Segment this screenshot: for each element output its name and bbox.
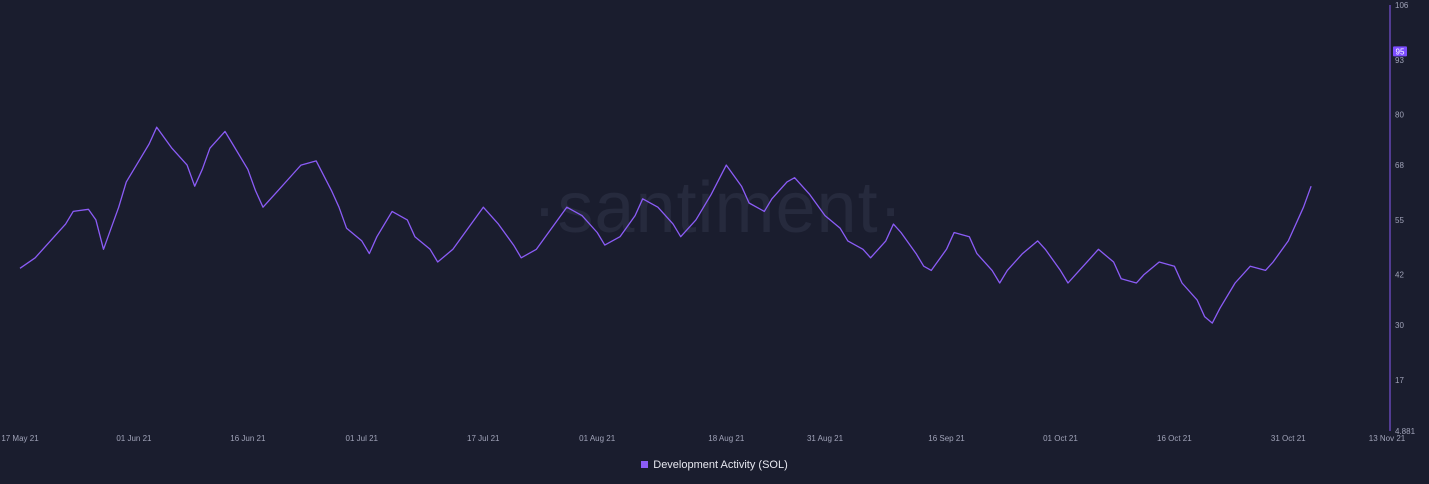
y-tick-label: 106	[1395, 1, 1409, 10]
x-tick-label: 16 Sep 21	[928, 434, 965, 443]
series-line-development-activity	[19, 126, 1312, 324]
x-tick-label: 16 Jun 21	[230, 434, 266, 443]
x-tick-label: 18 Aug 21	[708, 434, 745, 443]
x-tick-label: 31 Aug 21	[807, 434, 844, 443]
x-tick-label: 01 Jul 21	[346, 434, 379, 443]
y-tick-label: 4.881	[1395, 427, 1416, 436]
y-tick-label: 55	[1395, 216, 1404, 225]
series-layer	[19, 126, 1312, 324]
x-tick-label: 17 Jul 21	[467, 434, 500, 443]
current-value-badge-bg	[1393, 46, 1407, 57]
x-tick-label: 01 Aug 21	[579, 434, 616, 443]
x-tick-label: 13 Nov 21	[1369, 434, 1406, 443]
x-tick-label: 01 Oct 21	[1043, 434, 1078, 443]
x-tick-label: 31 Oct 21	[1271, 434, 1306, 443]
current-value-badge: 95	[1393, 46, 1407, 57]
y-tick-label: 68	[1395, 161, 1404, 170]
legend[interactable]: Development Activity (SOL)	[0, 459, 1429, 471]
y-tick-label: 93	[1395, 56, 1404, 65]
x-axis: 17 May 21 01 Jun 21 16 Jun 21 01 Jul 21 17 J…	[1, 434, 1405, 443]
y-tick-label: 42	[1395, 271, 1404, 280]
x-tick-label: 16 Oct 21	[1157, 434, 1192, 443]
x-tick-label: 17 May 21	[1, 434, 39, 443]
x-tick-label: 01 Jun 21	[116, 434, 152, 443]
legend-swatch	[641, 461, 649, 468]
legend-label: Development Activity (SOL)	[653, 459, 788, 471]
current-value-label: 95	[1396, 47, 1405, 56]
y-tick-label: 80	[1395, 111, 1404, 120]
y-tick-label: 30	[1395, 321, 1404, 330]
y-tick-label: 17	[1395, 376, 1404, 385]
y-axis: 106 93 80 68 55 42 30 17 4.881	[1389, 1, 1416, 436]
